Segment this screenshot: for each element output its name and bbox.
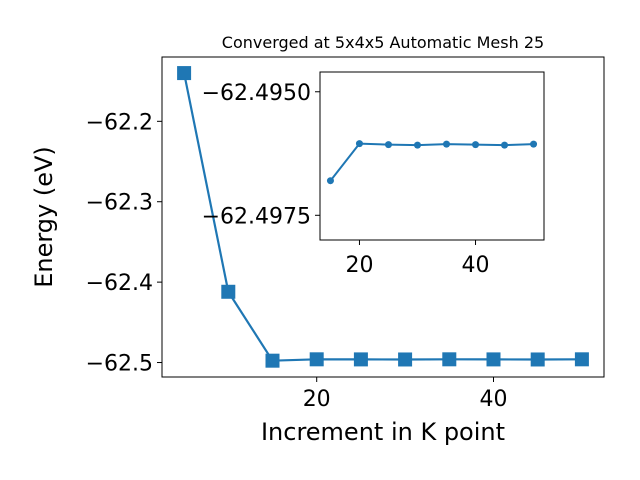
- main-series-line: [183, 72, 582, 362]
- main-data-point: [530, 352, 545, 367]
- inset-data-point: [530, 140, 538, 148]
- inset-data-point: [501, 141, 509, 149]
- inset-x-tick-label: 40: [462, 253, 490, 278]
- chart-title: Converged at 5x4x5 Automatic Mesh 25: [222, 33, 544, 52]
- inset-data-point: [443, 140, 451, 148]
- main-x-tick-label: 40: [480, 387, 508, 412]
- main-y-tick-label: −62.4: [86, 271, 153, 296]
- main-data-point: [177, 66, 192, 81]
- inset-data-point: [355, 140, 363, 148]
- y-axis-label: Energy (eV): [30, 146, 58, 288]
- main-data-point: [309, 352, 324, 367]
- inset-y-tick-label: −62.4950: [202, 81, 311, 106]
- main-data-point: [442, 352, 457, 367]
- inset-plot: 20 40 −62.4975 −62.4950: [202, 71, 545, 278]
- main-data-point: [486, 352, 501, 367]
- inset-data-point: [413, 141, 421, 149]
- main-data-point: [265, 353, 280, 368]
- inset-data-point: [472, 141, 480, 149]
- inset-data-point: [384, 141, 392, 149]
- inset-background: [320, 72, 544, 240]
- main-data-point: [398, 352, 413, 367]
- x-axis-label: Increment in K point: [261, 418, 505, 446]
- inset-series-line: [329, 142, 534, 182]
- main-axes-frame: [161, 56, 605, 378]
- main-y-tick-label: −62.2: [86, 110, 153, 135]
- inset-data-point: [326, 177, 334, 185]
- main-x-tick-label: 20: [303, 387, 331, 412]
- main-data-point: [574, 352, 589, 367]
- inset-axes-frame: [319, 71, 545, 241]
- inset-x-tick-label: 20: [345, 253, 373, 278]
- main-data-point: [353, 352, 368, 367]
- main-y-tick-label: −62.5: [86, 352, 153, 377]
- main-data-point: [221, 284, 236, 299]
- main-plot: 20 40 −62.2 −62.3 −62.4 −62.5: [86, 56, 605, 412]
- inset-y-tick-label: −62.4975: [202, 204, 311, 229]
- main-y-tick-label: −62.3: [86, 191, 153, 216]
